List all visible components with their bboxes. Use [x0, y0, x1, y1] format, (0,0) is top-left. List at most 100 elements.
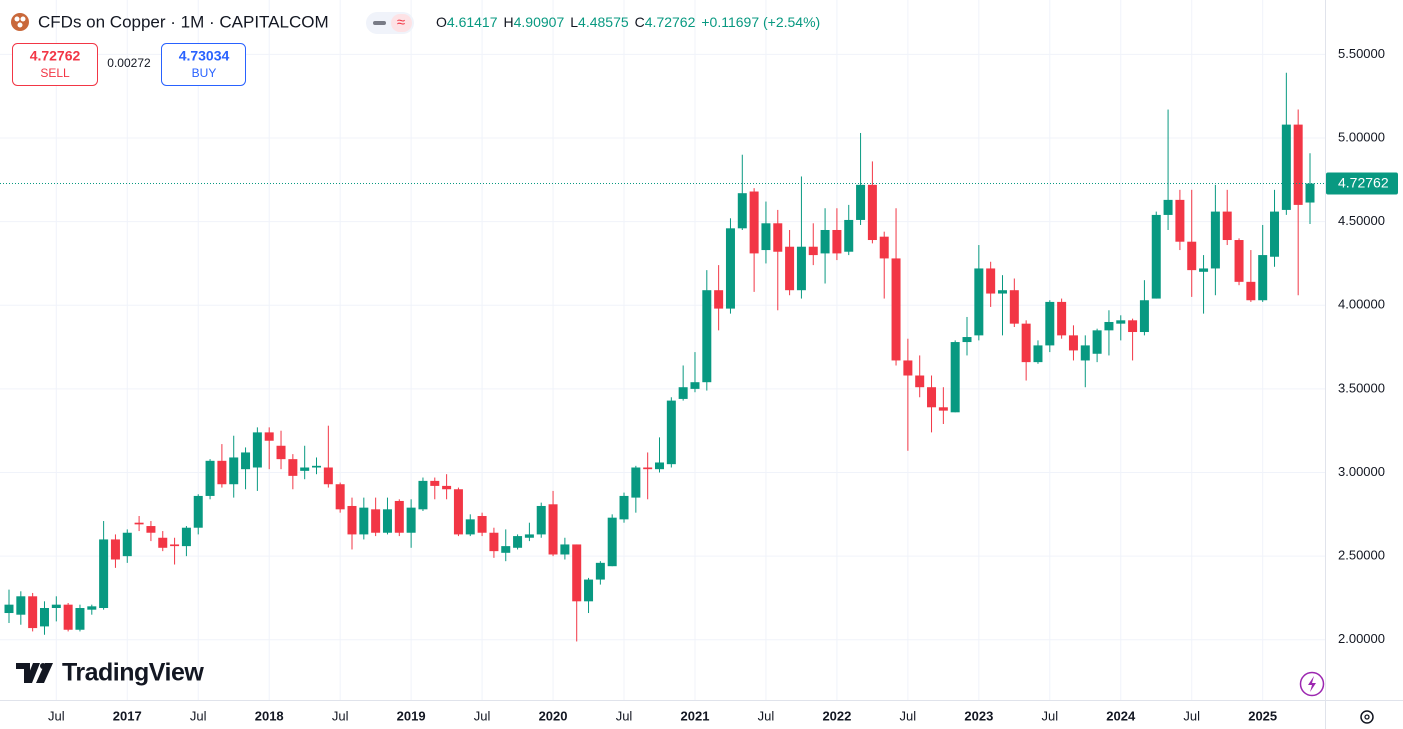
- candle-body: [714, 290, 724, 309]
- ohlc-change: +0.11697 (+2.54%): [701, 14, 820, 30]
- candle-body: [323, 467, 333, 485]
- candle-body: [595, 562, 605, 580]
- x-tick-label: Jul: [474, 708, 491, 723]
- candle-body: [1139, 300, 1149, 333]
- last-price-label: 4.72762: [1338, 174, 1389, 190]
- candle-body: [394, 500, 404, 533]
- spread: 0.00272: [107, 56, 151, 70]
- candle-body: [87, 606, 97, 610]
- candle-body: [1175, 199, 1185, 242]
- toggle-icon-bg: [391, 14, 412, 32]
- candle-body: [820, 229, 830, 254]
- candle-body: [1210, 211, 1220, 269]
- candle-body: [4, 604, 14, 614]
- candle-body: [927, 387, 937, 408]
- ohlc-label: C: [635, 14, 645, 30]
- candle-body: [382, 509, 392, 533]
- candle-body: [99, 539, 109, 609]
- candle-body: [170, 544, 180, 547]
- symbol-title: CFDs on Copper · 1M · CAPITALCOM: [38, 12, 329, 31]
- sell-button[interactable]: [12, 43, 98, 86]
- candle-body: [1116, 320, 1126, 324]
- candle-body: [1305, 183, 1315, 203]
- candle-body: [773, 223, 783, 252]
- candle-body: [371, 509, 381, 533]
- candle-body: [418, 480, 428, 510]
- y-tick-label: 5.00000: [1338, 129, 1385, 144]
- candle-body: [264, 432, 274, 441]
- candle-body: [453, 489, 463, 535]
- candle-body: [1246, 281, 1256, 301]
- candle-body: [915, 375, 925, 388]
- ohlc-label: O: [436, 14, 447, 30]
- candle-body: [229, 457, 239, 485]
- candle-body: [489, 532, 499, 552]
- sell-price: 4.72762: [30, 48, 81, 64]
- settings-button[interactable]: [1360, 710, 1374, 724]
- candle-body: [406, 507, 416, 533]
- candle-body: [619, 495, 629, 520]
- candle-body: [276, 445, 286, 460]
- candles: [0, 72, 1325, 642]
- buy-button[interactable]: [161, 43, 246, 86]
- candle-body: [63, 604, 73, 630]
- symbol-icon: [11, 13, 29, 31]
- candle-body: [938, 407, 948, 411]
- candle-body: [110, 539, 120, 560]
- candle-body: [761, 223, 771, 251]
- candle-body: [312, 465, 322, 468]
- candle-body: [796, 246, 806, 291]
- candle-body: [430, 480, 440, 486]
- x-tick-label: Jul: [332, 708, 349, 723]
- candle-body: [1222, 211, 1232, 241]
- candle-body: [1033, 345, 1043, 363]
- candle-body: [524, 534, 534, 538]
- symbol-icon-dot: [14, 16, 20, 22]
- candle-body: [1009, 290, 1019, 324]
- candle-body: [584, 579, 594, 602]
- candle-body: [39, 608, 49, 627]
- candle-body: [241, 452, 251, 470]
- candle-body: [288, 459, 298, 476]
- candle-body: [655, 462, 664, 470]
- candle-body: [785, 246, 795, 291]
- settings-icon: [1364, 714, 1370, 720]
- candle-body: [891, 258, 901, 361]
- x-tick-label: 2023: [964, 708, 993, 723]
- candle-body: [217, 460, 227, 485]
- candle-body: [607, 517, 617, 567]
- candle-body: [1187, 241, 1197, 271]
- candle-body: [181, 527, 191, 547]
- candle-body: [997, 290, 1007, 294]
- x-tick-label: Jul: [1041, 708, 1058, 723]
- ohlc-value: 4.48575: [578, 14, 629, 30]
- candle-body: [631, 467, 641, 498]
- x-tick-label: 2020: [539, 708, 568, 723]
- x-tick-label: 2022: [822, 708, 851, 723]
- toggle-icon: ≈: [397, 14, 405, 31]
- candle-body: [702, 290, 712, 383]
- x-tick-label: 2025: [1248, 708, 1277, 723]
- toggle-icon: [373, 21, 386, 25]
- symbol-icon-dot: [17, 22, 23, 28]
- y-tick-label: 3.50000: [1338, 380, 1385, 395]
- candle-body: [122, 532, 132, 557]
- candle-body: [16, 596, 26, 615]
- y-tick-label: 2.00000: [1338, 631, 1385, 646]
- candle-body: [1234, 240, 1244, 282]
- candle-body: [1258, 255, 1268, 301]
- candle-body: [134, 522, 144, 525]
- candle-body: [158, 537, 168, 548]
- candle-body: [643, 467, 653, 470]
- candle-body: [75, 608, 85, 630]
- candle-body: [572, 544, 582, 602]
- brand-name: TradingView: [62, 659, 204, 687]
- x-tick-label: 2019: [397, 708, 426, 723]
- candle-body: [1281, 124, 1291, 210]
- candle-body: [986, 268, 996, 294]
- brand-logo: [36, 663, 53, 683]
- candle-body: [252, 432, 262, 468]
- candle-body: [347, 505, 357, 535]
- x-tick-label: 2021: [681, 708, 710, 723]
